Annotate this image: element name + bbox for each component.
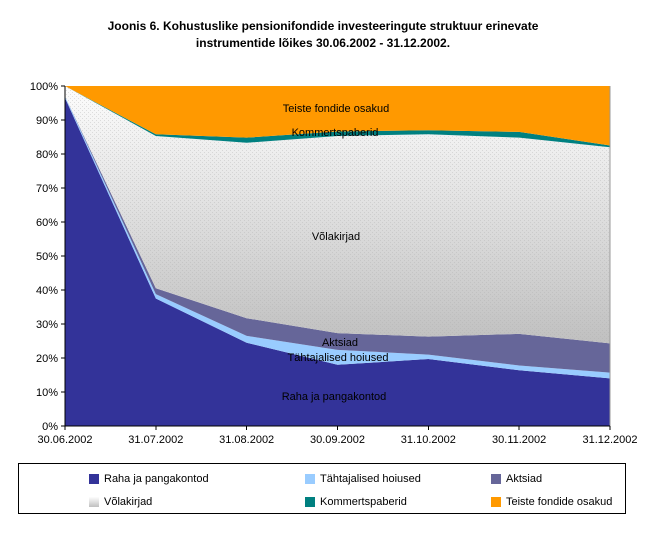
legend-label-tahtajalised-hoiused: Tähtajalised hoiused [320,473,421,485]
area-raha-ja-pangakontod [65,97,610,427]
y-tick-label: 40% [36,285,58,297]
legend-label-volakirjad: Võlakirjad [104,496,153,508]
legend-swatch-tahtajalised-hoiused [305,474,315,484]
legend-item-kommertspaberid: Kommertspaberid [305,496,491,508]
legend-swatch-volakirjad [89,497,99,507]
x-tick-label: 30.06.2002 [37,434,92,446]
legend-label-raha-ja-pangakontod: Raha ja pangakontod [104,473,209,485]
legend: Raha ja pangakontod Tähtajalised hoiused A… [18,463,626,514]
x-tick-label: 30.09.2002 [310,434,365,446]
area-aktsiad [65,96,610,373]
annotation-aktsiad: Aktsiad [322,337,358,349]
annotation-teiste-fondide-osakud: Teiste fondide osakud [283,103,389,115]
legend-label-kommertspaberid: Kommertspaberid [320,496,407,508]
legend-swatch-aktsiad [491,474,501,484]
legend-item-volakirjad: Võlakirjad [89,496,305,508]
y-tick-label: 80% [36,149,58,161]
x-tick-label: 30.11.2002 [492,434,546,446]
x-tick-label: 31.12.2002 [582,434,637,446]
x-tick-label: 31.10.2002 [401,434,456,446]
annotation-raha-ja-pangakontod: Raha ja pangakontod [282,391,387,403]
legend-item-aktsiad: Aktsiad [491,473,625,485]
chart-title-line1: Joonis 6. Kohustuslike pensionifondide i… [107,19,539,33]
chart-title: Joonis 6. Kohustuslike pensionifondide i… [0,18,646,52]
legend-item-tahtajalised-hoiused: Tähtajalised hoiused [305,473,491,485]
y-tick-label: 100% [30,81,58,93]
y-tick-label: 70% [36,183,58,195]
annotation-volakirjad: Võlakirjad [312,231,360,243]
area-teiste-fondide-osakud [65,86,610,146]
y-tick-label: 30% [36,319,58,331]
legend-label-teiste-fondide-osakud: Teiste fondide osakud [506,496,613,508]
area-texture-volakirjad [65,86,610,344]
legend-swatch-raha-ja-pangakontod [89,474,99,484]
legend-swatch-kommertspaberid [305,497,315,507]
legend-item-raha-ja-pangakontod: Raha ja pangakontod [89,473,305,485]
chart-title-line2: instrumentide lõikes 30.06.2002 - 31.12.… [195,36,451,50]
y-tick-label: 60% [36,217,58,229]
annotation-tahtajalised-hoiused: Tähtajalised hoiused [288,352,389,364]
legend-label-aktsiad: Aktsiad [506,473,543,485]
x-tick-label: 31.07.2002 [128,434,183,446]
y-tick-label: 50% [36,251,58,263]
legend-swatch-teiste-fondide-osakud [491,497,501,507]
y-tick-label: 20% [36,353,58,365]
y-tick-label: 90% [36,115,58,127]
annotation-kommertspaberid: Kommertspaberid [292,127,379,139]
legend-item-teiste-fondide-osakud: Teiste fondide osakud [491,496,625,508]
y-tick-label: 0% [42,421,58,433]
x-tick-label: 31.08.2002 [219,434,274,446]
y-tick-label: 10% [36,387,58,399]
area-kommertspaberid [65,86,610,148]
